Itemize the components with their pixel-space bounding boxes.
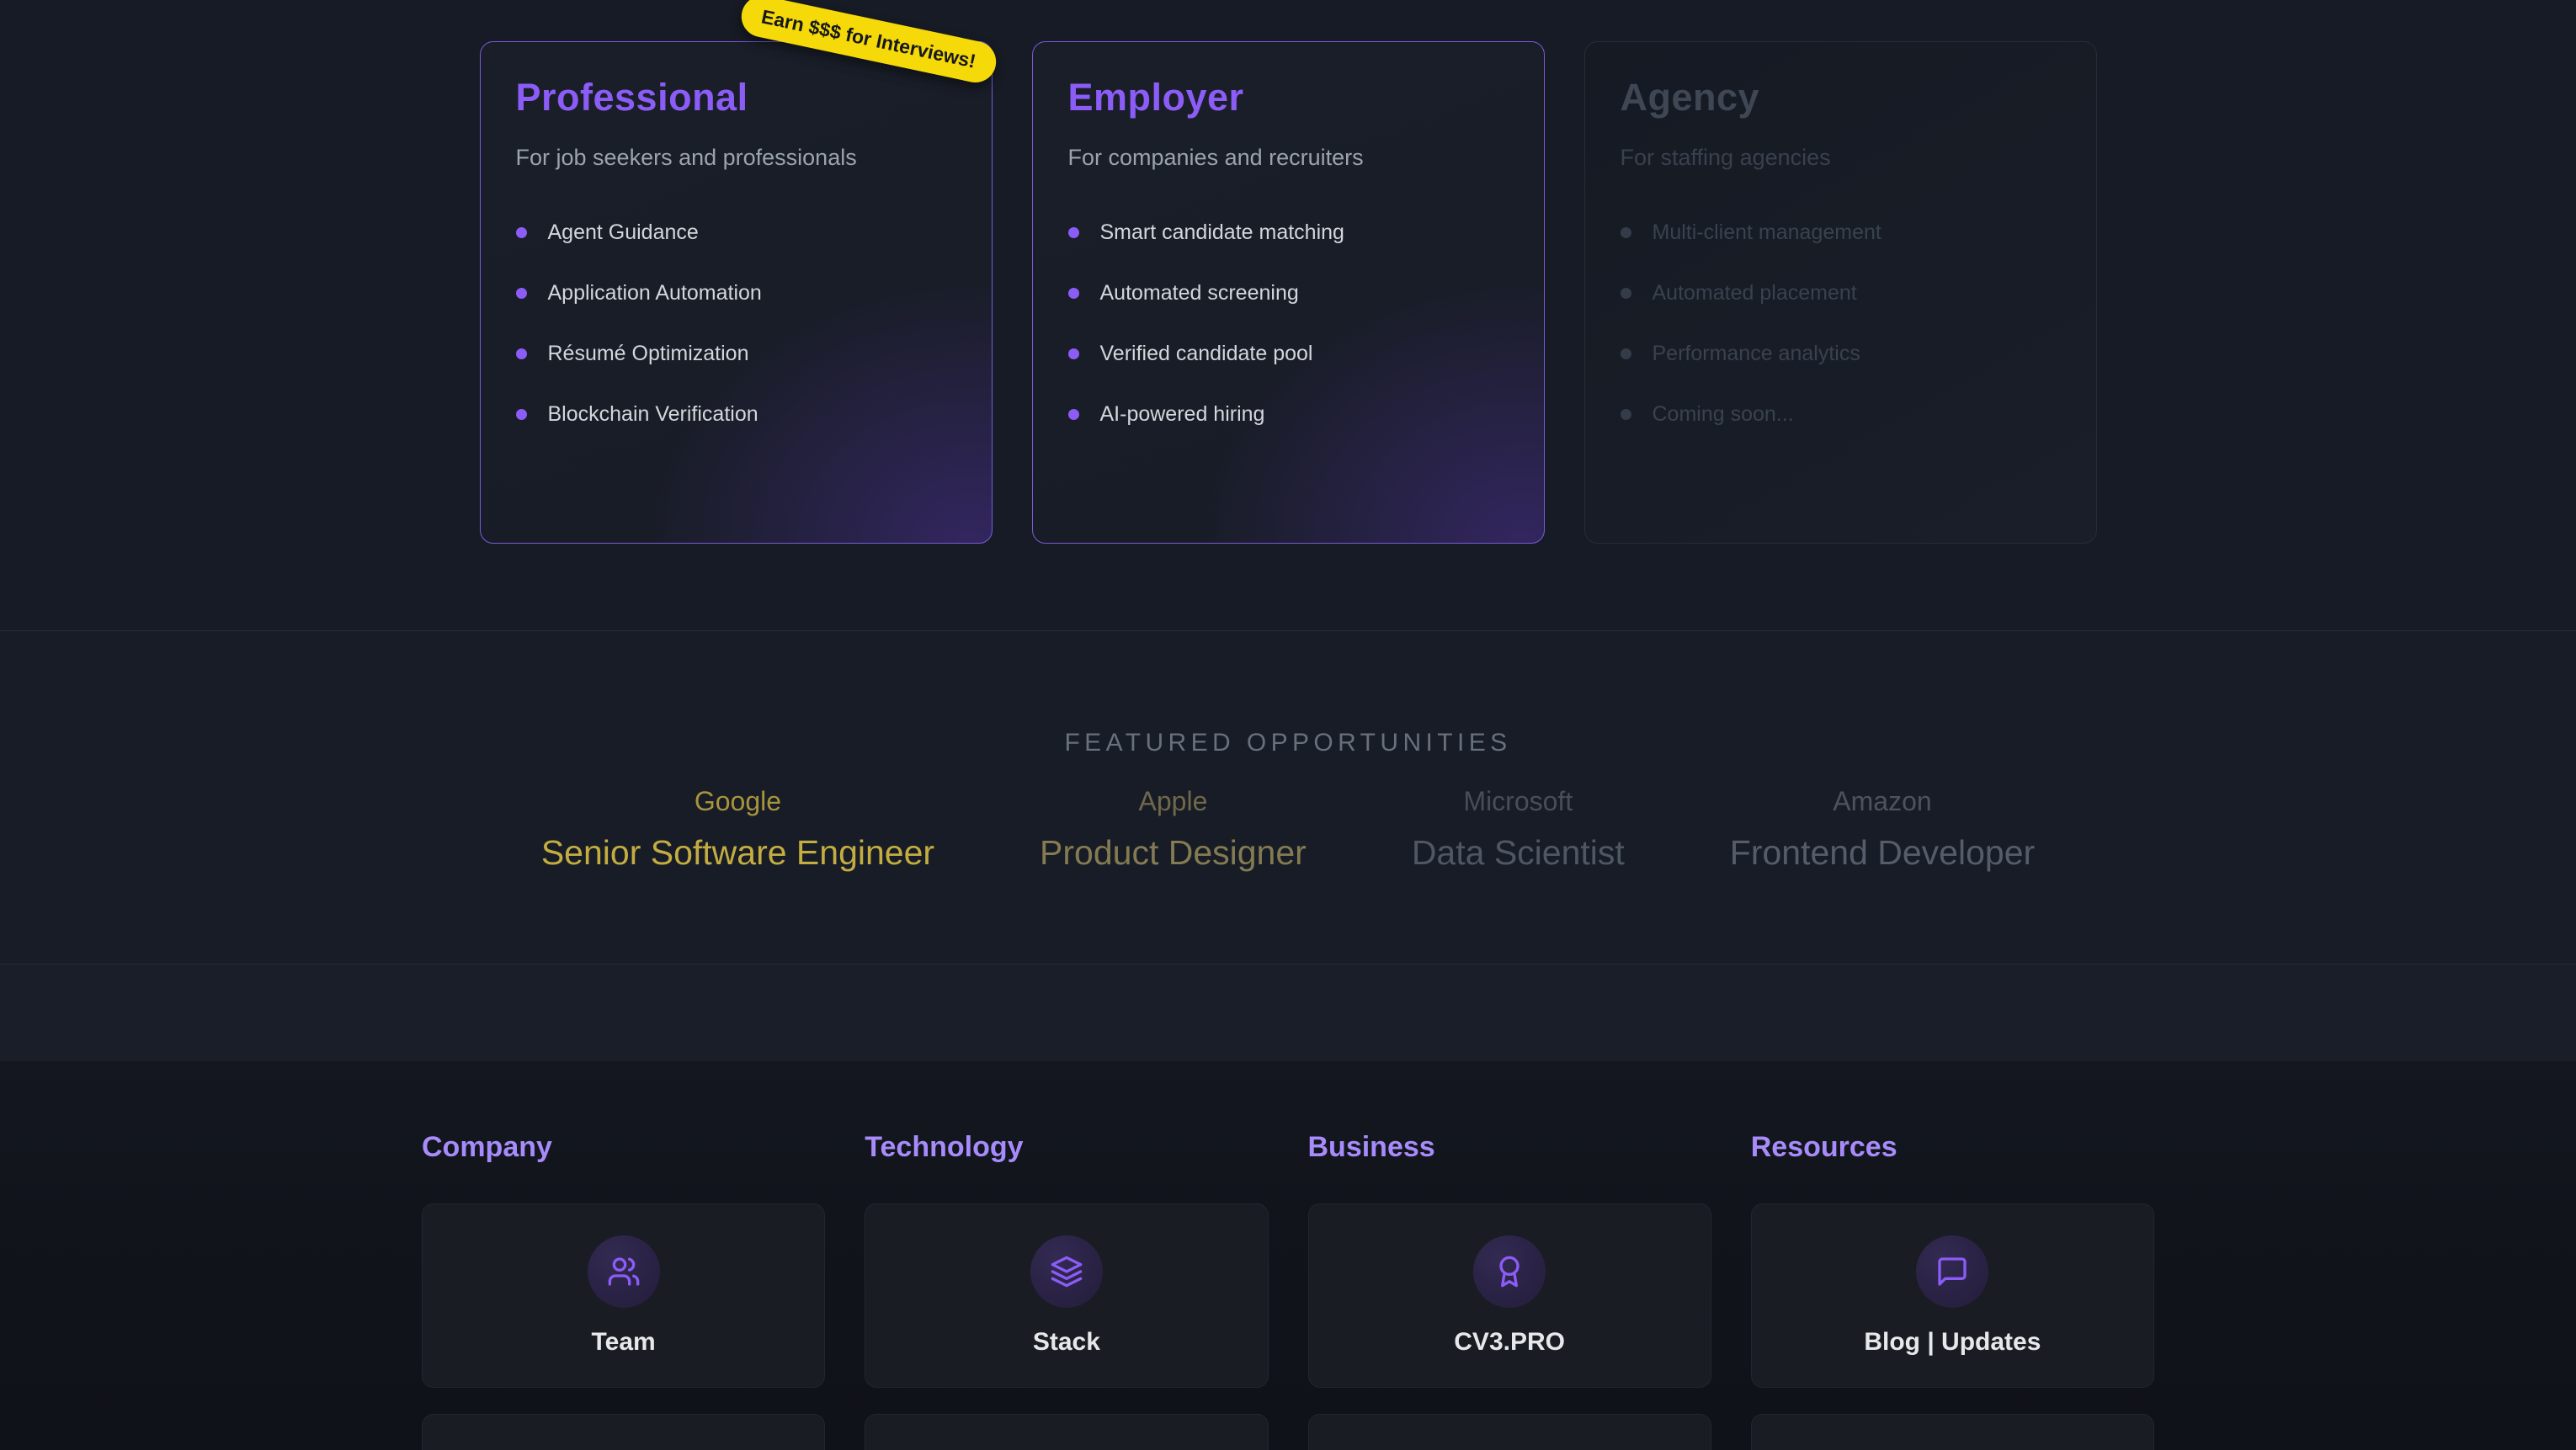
plan-feature-label: Automated screening — [1099, 281, 1299, 305]
plan-title: Employer — [1067, 76, 1244, 119]
footer-card-stack[interactable]: Stack — [865, 1203, 1269, 1388]
job-company: Amazon — [1833, 786, 1932, 816]
spacer-strip — [0, 964, 2576, 1061]
plan-title: Professional — [515, 76, 748, 119]
plan-feature-label: Smart candidate matching — [1099, 220, 1344, 244]
plan-feature-list: Smart candidate matching Automated scree… — [1067, 220, 1509, 427]
plan-feature: Automated placement — [1620, 280, 2061, 305]
footer-column-resources: Resources Blog | Updates — [1750, 1130, 2154, 1450]
footer-heading: Resources — [1750, 1131, 1897, 1163]
footer-columns: Company Team Technology Stack — [422, 1130, 2154, 1450]
bullet-icon — [1067, 408, 1079, 420]
bullet-icon — [1067, 348, 1079, 359]
job-company: Google — [694, 786, 782, 816]
plan-feature: Verified candidate pool — [1067, 341, 1509, 366]
footer-card-partial[interactable] — [1307, 1414, 1711, 1450]
job-item-apple[interactable]: Apple Product Designer — [1040, 785, 1307, 871]
job-role: Senior Software Engineer — [540, 833, 935, 872]
footer-card-team[interactable]: Team — [422, 1203, 826, 1388]
plan-feature-label: AI-powered hiring — [1099, 402, 1265, 426]
footer-card-label: CV3.PRO — [1454, 1327, 1565, 1356]
job-company: Apple — [1138, 786, 1208, 816]
footer-heading: Technology — [865, 1131, 1024, 1163]
plan-feature: Blockchain Verification — [515, 401, 956, 427]
plan-feature: Agent Guidance — [515, 220, 956, 245]
featured-heading: FEATURED OPPORTUNITIES — [1064, 729, 1512, 757]
footer-heading: Business — [1307, 1131, 1435, 1163]
plan-feature: Performance analytics — [1620, 341, 2061, 366]
plan-feature-label: Verified candidate pool — [1099, 342, 1313, 365]
job-role: Product Designer — [1040, 833, 1307, 872]
footer-card-blog[interactable]: Blog | Updates — [1750, 1203, 2154, 1388]
footer: Company Team Technology Stack — [0, 1061, 2576, 1450]
plan-subtitle: For staffing agencies — [1620, 145, 1831, 170]
plan-feature: AI-powered hiring — [1067, 401, 1509, 427]
footer-heading: Company — [422, 1131, 552, 1163]
bullet-icon — [515, 226, 527, 238]
footer-column-technology: Technology Stack — [865, 1130, 1269, 1450]
users-icon — [587, 1235, 660, 1308]
plan-feature: Multi-client management — [1620, 220, 2061, 245]
plan-feature: Smart candidate matching — [1067, 220, 1509, 245]
plan-feature-label: Application Automation — [547, 281, 762, 305]
footer-column-business: Business CV3.PRO — [1307, 1130, 1711, 1450]
bullet-icon — [1067, 287, 1079, 299]
job-company: Microsoft — [1463, 786, 1573, 816]
bullet-icon — [515, 348, 527, 359]
plan-card-professional[interactable]: Professional For job seekers and profess… — [479, 41, 993, 544]
footer-card-partial[interactable] — [422, 1414, 826, 1450]
job-item-amazon[interactable]: Amazon Frontend Developer — [1730, 785, 2035, 871]
plans-section: Earn $$$ for Interviews! Professional Fo… — [0, 0, 2576, 631]
plan-subtitle: For companies and recruiters — [1067, 145, 1364, 170]
layers-icon — [1030, 1235, 1103, 1308]
bullet-icon — [515, 287, 527, 299]
plan-feature-label: Multi-client management — [1652, 220, 1881, 244]
plan-title: Agency — [1620, 76, 1760, 119]
footer-card-partial[interactable] — [1750, 1414, 2154, 1450]
footer-card-cv3pro[interactable]: CV3.PRO — [1307, 1203, 1711, 1388]
plan-feature: Coming soon... — [1620, 401, 2061, 427]
footer-card-label: Stack — [1032, 1327, 1100, 1356]
plan-feature-label: Blockchain Verification — [547, 402, 758, 426]
plan-feature: Automated screening — [1067, 280, 1509, 305]
footer-card-label: Blog | Updates — [1864, 1327, 2041, 1356]
plan-subtitle: For job seekers and professionals — [515, 145, 857, 170]
plan-feature-label: Coming soon... — [1652, 402, 1794, 426]
jobs-row: Google Senior Software Engineer Apple Pr… — [0, 785, 2576, 871]
footer-card-label: Team — [591, 1327, 656, 1356]
featured-opportunities-section: FEATURED OPPORTUNITIES Google Senior Sof… — [0, 631, 2576, 964]
footer-column-company: Company Team — [422, 1130, 826, 1450]
bullet-icon — [1620, 226, 1631, 238]
bullet-icon — [1620, 287, 1631, 299]
job-role: Data Scientist — [1411, 833, 1625, 872]
plans-row: Professional For job seekers and profess… — [0, 0, 2576, 544]
plan-card-agency: Agency For staffing agencies Multi-clien… — [1583, 41, 2097, 544]
bullet-icon — [1620, 408, 1631, 420]
plan-card-employer[interactable]: Employer For companies and recruiters Sm… — [1031, 41, 1545, 544]
job-role: Frontend Developer — [1729, 833, 2036, 872]
plan-feature: Résumé Optimization — [515, 341, 956, 366]
plan-feature: Application Automation — [515, 280, 956, 305]
plan-feature-list: Agent Guidance Application Automation Ré… — [515, 220, 956, 427]
bullet-icon — [1620, 348, 1631, 359]
bullet-icon — [515, 408, 527, 420]
plan-feature-list: Multi-client management Automated placem… — [1620, 220, 2061, 427]
award-icon — [1473, 1235, 1546, 1308]
bullet-icon — [1067, 226, 1079, 238]
message-square-icon — [1916, 1235, 1989, 1308]
plan-feature-label: Résumé Optimization — [547, 342, 749, 365]
plan-feature-label: Automated placement — [1652, 281, 1857, 305]
job-item-microsoft[interactable]: Microsoft Data Scientist — [1412, 785, 1625, 871]
plan-feature-label: Agent Guidance — [547, 220, 699, 244]
plan-feature-label: Performance analytics — [1652, 342, 1860, 365]
job-item-google[interactable]: Google Senior Software Engineer — [541, 785, 934, 871]
footer-card-partial[interactable] — [865, 1414, 1269, 1450]
